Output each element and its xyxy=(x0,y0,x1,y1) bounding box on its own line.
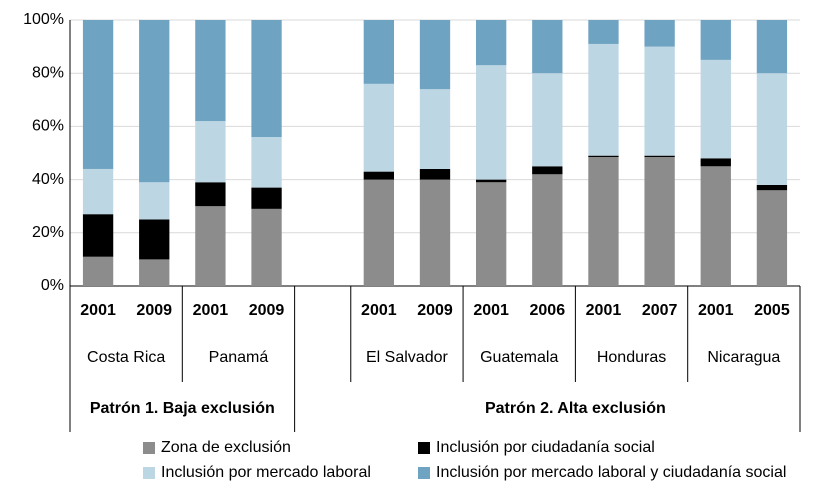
group-label: Guatemala xyxy=(480,349,558,366)
x-tick-label: 2001 xyxy=(361,302,397,319)
bar-segment xyxy=(419,168,451,180)
x-tick-label: 2007 xyxy=(642,302,678,319)
x-tick-label: 2009 xyxy=(417,302,453,319)
x-tick-label: 2001 xyxy=(80,302,116,319)
bar-segment xyxy=(700,158,731,167)
y-tick-label: 40% xyxy=(32,171,64,188)
bar-segment xyxy=(363,179,395,286)
bar-segment xyxy=(419,20,451,90)
x-tick-label: 2009 xyxy=(136,302,172,319)
bar-segment xyxy=(251,20,282,138)
bar-segment xyxy=(82,214,114,257)
bar-segment xyxy=(251,187,282,209)
bar-segment xyxy=(588,156,619,286)
bar-segment xyxy=(532,20,563,74)
bar-segment xyxy=(700,59,731,159)
pattern-label: Patrón 1. Baja exclusión xyxy=(90,400,275,417)
bar-segment xyxy=(139,259,170,286)
bar-segment xyxy=(756,190,788,286)
bar-segment xyxy=(195,20,226,122)
y-tick-label: 80% xyxy=(32,64,64,81)
bar-segment xyxy=(419,179,451,286)
legend-swatch xyxy=(143,467,155,479)
bar-segment xyxy=(475,179,507,183)
y-tick-label: 0% xyxy=(41,277,64,294)
x-tick-label: 2001 xyxy=(698,302,734,319)
y-tick-label: 100% xyxy=(23,11,64,28)
x-tick-label: 2001 xyxy=(193,302,229,319)
legend-label: Inclusión por mercado laboral xyxy=(161,464,371,481)
bar-segment xyxy=(475,65,507,180)
legend-swatch xyxy=(418,442,430,454)
legend-label: Zona de exclusión xyxy=(161,439,291,456)
pattern-label: Patrón 2. Alta exclusión xyxy=(485,400,666,417)
legend-label: Inclusión por mercado laboral y ciudadan… xyxy=(436,464,786,481)
bar-segment xyxy=(139,182,170,220)
bar-segment xyxy=(532,174,563,286)
bar-segment xyxy=(195,121,226,183)
y-tick-label: 60% xyxy=(32,118,64,135)
bar-segment xyxy=(644,20,675,47)
bar-segment xyxy=(363,20,395,84)
bar-segment xyxy=(532,166,563,175)
bar-segment xyxy=(756,73,788,185)
bar-segment xyxy=(475,182,507,286)
x-tick-label: 2005 xyxy=(754,302,790,319)
group-label: Nicaragua xyxy=(707,349,780,366)
bar-segment xyxy=(588,20,619,44)
group-label: Honduras xyxy=(597,349,666,366)
group-label: Costa Rica xyxy=(87,349,165,366)
bar-segment xyxy=(756,184,788,191)
bar-segment xyxy=(82,20,114,169)
x-tick-label: 2001 xyxy=(586,302,622,319)
bar-segment xyxy=(195,182,226,207)
bar-segment xyxy=(644,46,675,156)
x-tick-label: 2006 xyxy=(530,302,566,319)
bar-segment xyxy=(700,20,731,60)
legend-swatch xyxy=(418,467,430,479)
bar-segment xyxy=(251,137,282,188)
bar-segment xyxy=(82,256,114,286)
bar-segment xyxy=(195,206,226,286)
legend-label: Inclusión por ciudadanía social xyxy=(436,439,655,456)
bar-segment xyxy=(139,219,170,260)
bar-segment xyxy=(532,73,563,167)
bar-segment xyxy=(644,155,675,157)
group-label: Panamá xyxy=(209,349,269,366)
legend-swatch xyxy=(143,442,155,454)
bar-segment xyxy=(419,89,451,169)
bar-segment xyxy=(139,20,170,183)
bar-segment xyxy=(700,166,731,286)
bar-segment xyxy=(363,171,395,180)
bar-segment xyxy=(644,156,675,286)
bar-segment xyxy=(251,208,282,286)
bar-segment xyxy=(588,155,619,157)
bar-segment xyxy=(588,43,619,156)
x-tick-label: 2001 xyxy=(473,302,509,319)
bar-segment xyxy=(82,168,114,215)
y-tick-label: 20% xyxy=(32,224,64,241)
bar-segment xyxy=(363,83,395,172)
group-label: El Salvador xyxy=(366,349,448,366)
bar-segment xyxy=(475,20,507,66)
bar-segment xyxy=(756,20,788,74)
x-tick-label: 2009 xyxy=(249,302,285,319)
